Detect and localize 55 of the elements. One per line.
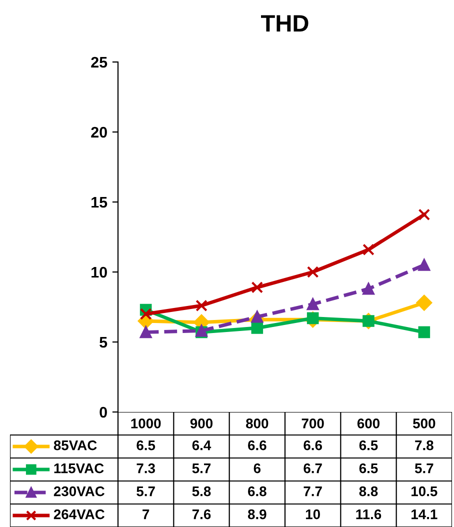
- data-label: 8.8: [359, 486, 378, 496]
- point: [251, 281, 264, 294]
- point: [251, 322, 264, 334]
- legend-label: 115VAC: [54, 463, 104, 474]
- data-label: 10.5: [412, 486, 438, 496]
- data-label: 8.9: [248, 509, 266, 520]
- point: [416, 294, 432, 311]
- y-tick-label: 25: [91, 56, 108, 68]
- point: [362, 244, 374, 256]
- legend-label: 85VAC: [54, 440, 97, 450]
- point: [251, 310, 264, 323]
- data-label: 5.7: [136, 486, 155, 496]
- point: [418, 259, 430, 271]
- data-label: 11.6: [356, 509, 382, 520]
- x-tick-label: 900: [190, 418, 213, 428]
- point: [306, 266, 319, 278]
- data-label: 6.4: [192, 440, 212, 450]
- legend-label: 230VAC: [54, 486, 105, 496]
- y-tick-label: 20: [91, 126, 107, 138]
- data-label: 5.8: [192, 486, 211, 496]
- point: [140, 308, 152, 320]
- data-label: 6.6: [248, 440, 266, 450]
- data-label: 7.3: [136, 463, 155, 474]
- x-tick-label: 700: [302, 418, 324, 428]
- data-label: 7.6: [192, 509, 211, 520]
- data-label: 6.5: [359, 463, 378, 474]
- data-label: 6.5: [136, 440, 156, 450]
- point: [140, 326, 152, 338]
- data-label: 7: [142, 510, 150, 520]
- data-label: 6: [254, 463, 261, 474]
- point: [418, 208, 430, 221]
- x-tick-label: 500: [413, 418, 436, 428]
- x-tick-label: 800: [246, 418, 268, 428]
- y-tick-label: 0: [100, 406, 107, 418]
- x-tick-label: 600: [357, 418, 380, 428]
- data-label: 6.6: [304, 440, 322, 450]
- data-label: 6.8: [248, 486, 266, 496]
- data-label: 7.8: [415, 440, 434, 450]
- data-label: 5.7: [414, 464, 434, 474]
- y-tick-label: 5: [100, 337, 108, 348]
- point: [196, 300, 208, 312]
- data-label: 5.7: [192, 464, 211, 474]
- data-label: 6.5: [359, 440, 378, 450]
- point: [306, 298, 319, 310]
- x-tick-label: 1000: [131, 418, 161, 428]
- chart-title: THD: [261, 15, 308, 32]
- data-label: 14.1: [412, 510, 438, 520]
- y-tick-label: 10: [92, 266, 107, 278]
- y-tick-label: 15: [92, 197, 108, 208]
- legend-label: 264VAC: [54, 509, 105, 520]
- data-label: 7.7: [304, 486, 322, 496]
- data-label: 10: [306, 509, 320, 520]
- point: [418, 326, 430, 338]
- data-label: 6.7: [304, 463, 322, 474]
- point: [362, 282, 374, 295]
